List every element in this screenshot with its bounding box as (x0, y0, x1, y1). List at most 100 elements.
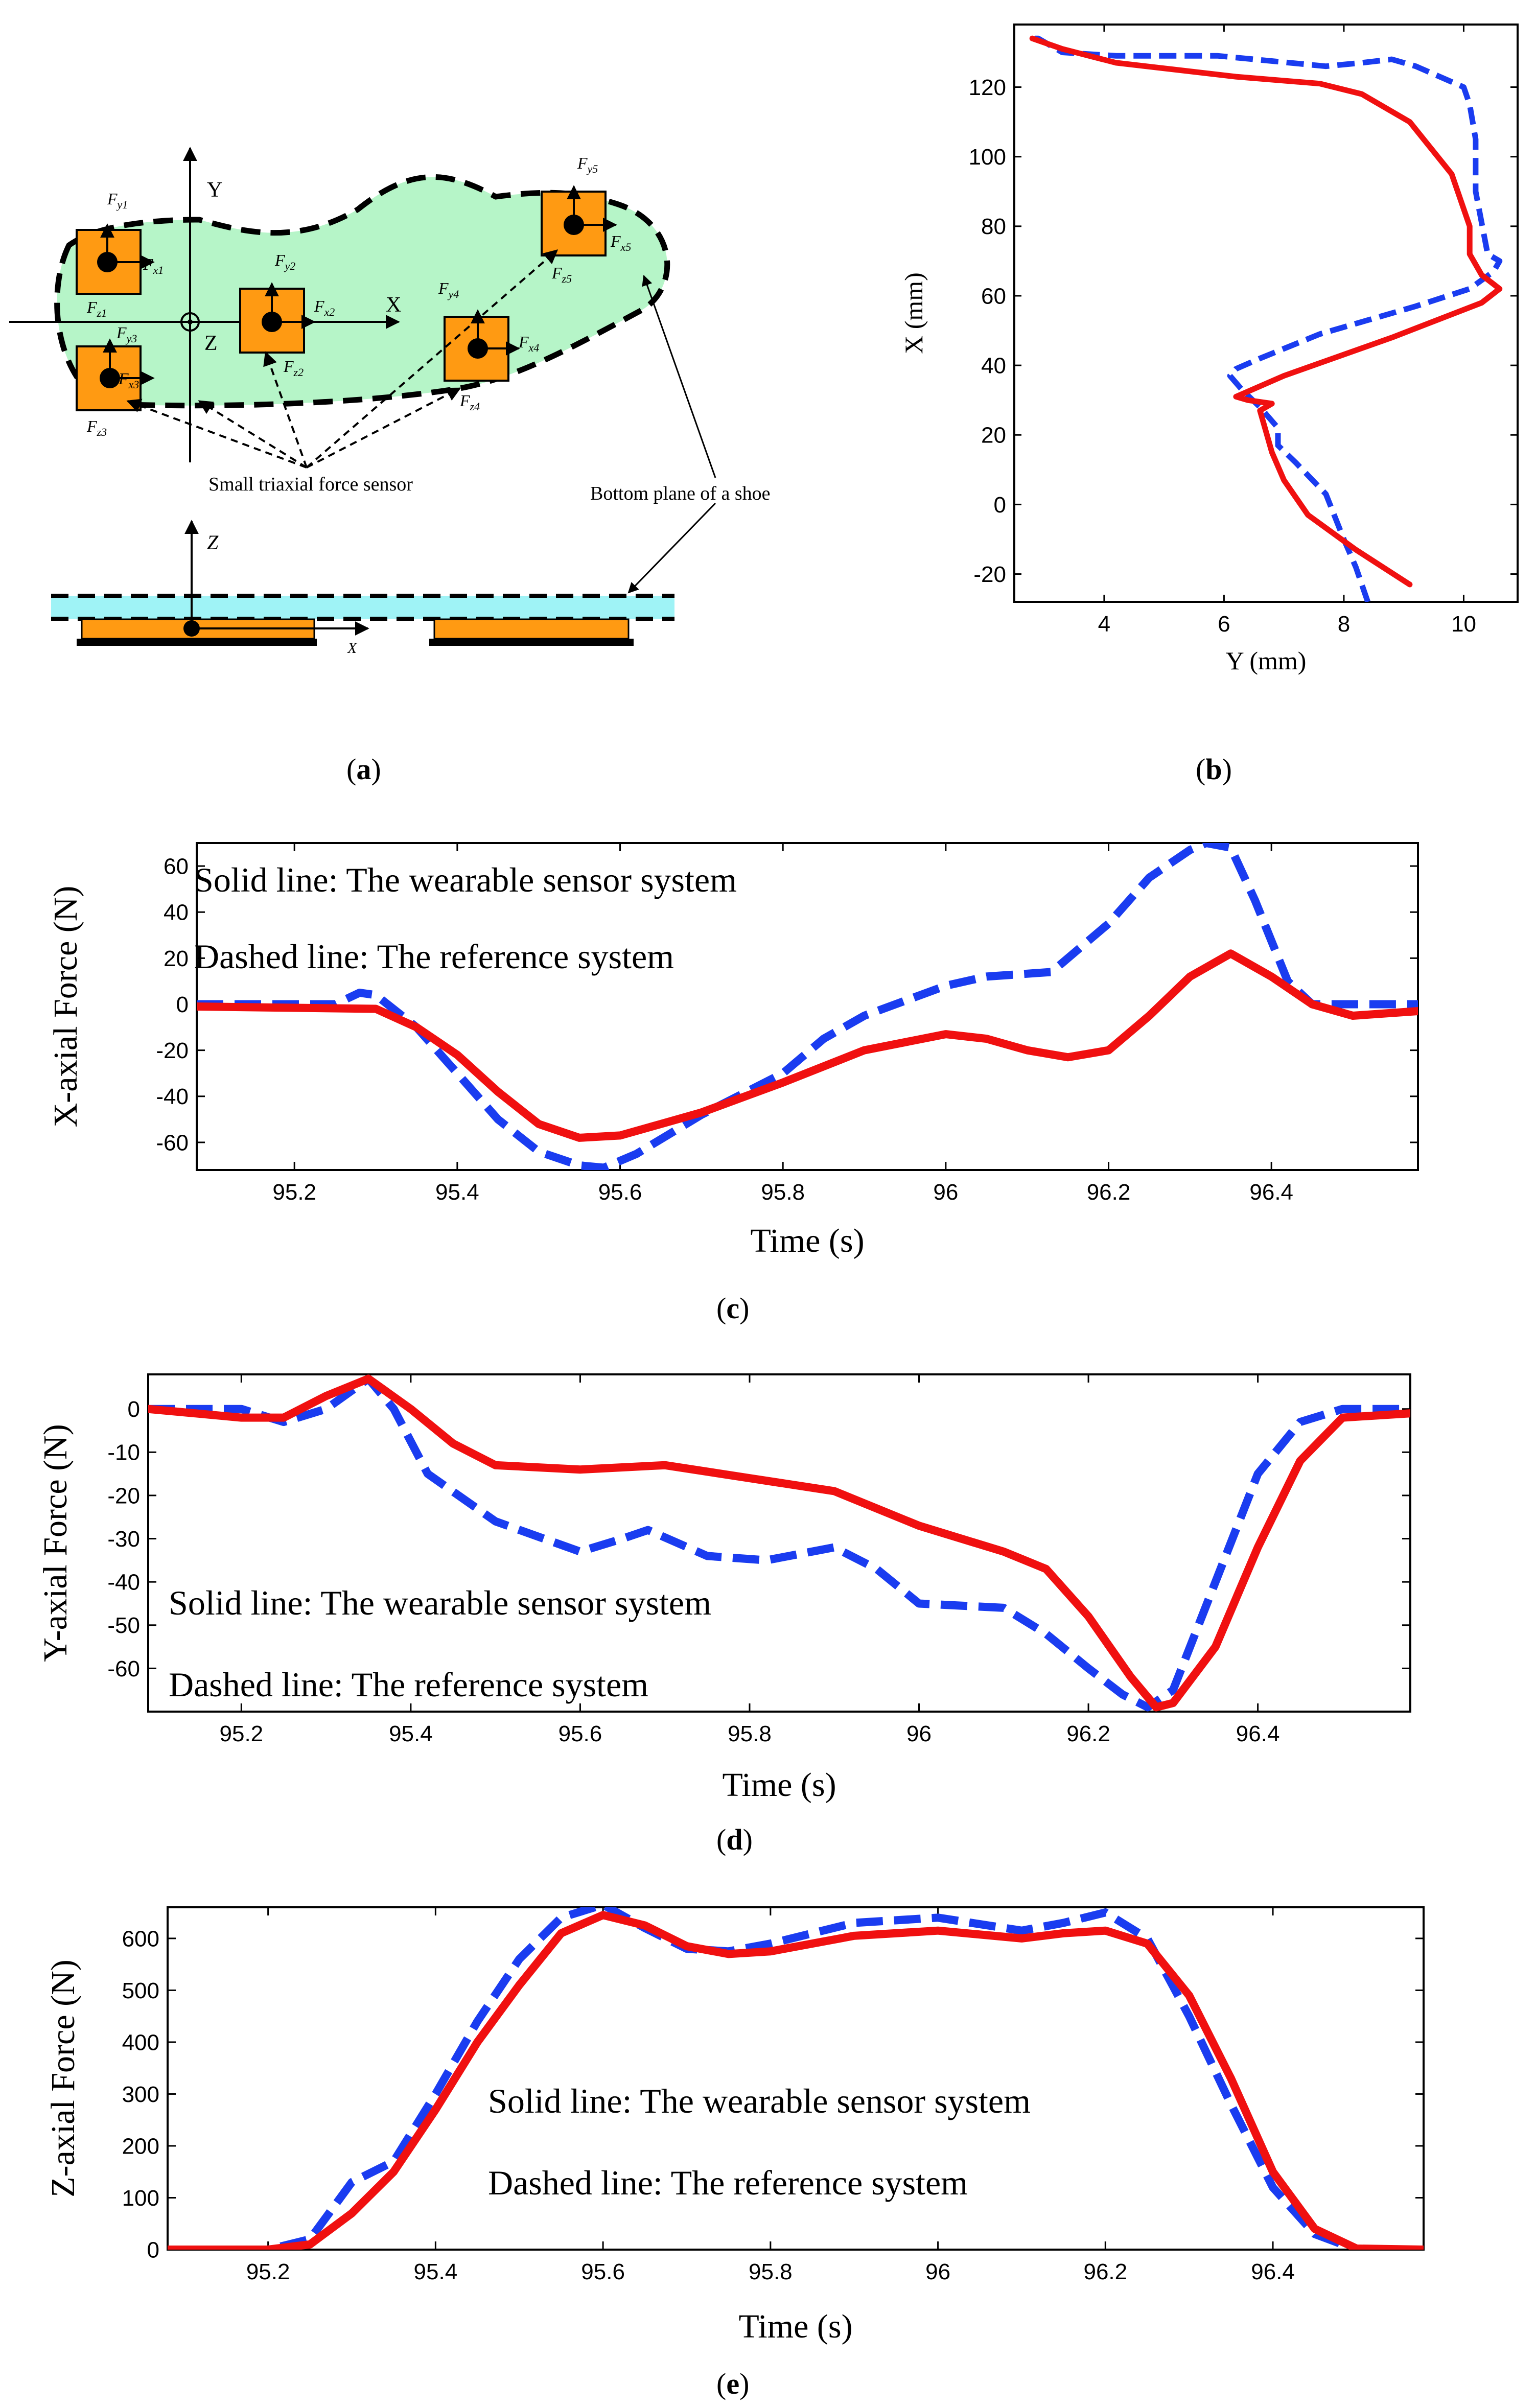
chart-b-trajectory: 4 6 8 10 -20 0 20 40 60 80 100 120 Y (mm) X (mm) (899, 24, 1519, 675)
series-line-reference (197, 843, 1418, 1170)
panel-label-e: e (726, 2367, 739, 2400)
y-tick-label: 40 (981, 354, 1006, 379)
axis-x-label: X (386, 293, 401, 317)
series-line-reference (148, 1374, 1410, 1712)
svg-text:(d): (d) (716, 1823, 753, 1856)
x-tick-label: 95.6 (558, 1721, 602, 1746)
x-tick-label: 95.6 (598, 1180, 642, 1205)
fy-sub: y4 (448, 288, 459, 300)
svg-text:Fy1: Fy1 (107, 190, 128, 211)
x-axis-title: Time (s) (722, 1766, 836, 1804)
series-line-wearable (148, 1374, 1410, 1712)
panel-a-diagram: Y X Z Fy1 Fx1 Fz1 Fy2 Fx2 Fz2 Fy3 (9, 147, 770, 657)
fx-label: F (518, 333, 529, 351)
x-axis-title: Y (mm) (1226, 646, 1307, 675)
x-tick-label: 96.2 (1083, 2259, 1127, 2284)
y-axis-title: X-axial Force (N) (47, 886, 84, 1128)
callout-line-2 (198, 400, 308, 469)
fx-label: F (118, 369, 129, 388)
x-tick-label: 8 (1338, 612, 1350, 637)
y-tick-label: -50 (107, 1613, 140, 1638)
y-tick-label: 200 (122, 2134, 159, 2159)
sensor-4: Fy4 Fx4 Fz4 (438, 279, 539, 413)
fx-sub: x3 (128, 378, 139, 391)
fy-label: F (577, 154, 588, 172)
x-tick-label: 10 (1451, 612, 1476, 637)
fy-label: F (116, 323, 127, 342)
fz-label: F (86, 417, 97, 435)
x-axis-title: Time (s) (738, 2308, 852, 2345)
sensor-side-2 (433, 618, 630, 640)
x-tick-label: 95.2 (246, 2259, 290, 2284)
y-tick-label: 100 (122, 2186, 159, 2211)
fz-label: F (283, 357, 294, 376)
annotation-dashed-line: Dashed line: The reference system (169, 1665, 648, 1704)
svg-text:Fz5: Fz5 (551, 264, 572, 285)
y-tick-label: -20 (973, 562, 1006, 587)
x-tick-label: 95.4 (389, 1721, 433, 1746)
sensor-side-base-2 (429, 639, 634, 646)
x-tick-label: 95.8 (749, 2259, 793, 2284)
x-tick-label: 96.4 (1236, 1721, 1280, 1746)
y-tick-label: 600 (122, 1926, 159, 1951)
callout-line-1 (126, 399, 307, 469)
x-tick-label: 96.2 (1087, 1180, 1131, 1205)
fz-label: F (551, 264, 562, 282)
y-tick-label: -20 (156, 1038, 189, 1063)
y-tick-label: 60 (981, 284, 1006, 309)
series-line-wearable (1029, 35, 1503, 588)
svg-text:Fx4: Fx4 (518, 333, 539, 354)
sensor-callout-lines (126, 249, 558, 469)
y-tick-label: -60 (107, 1656, 140, 1681)
fx-sub: x2 (324, 306, 335, 318)
sensor-5: Fy5 Fx5 Fz5 (541, 154, 632, 285)
origin-dot (188, 319, 193, 324)
svg-text:Fy2: Fy2 (274, 251, 295, 272)
y-tick-label: -20 (107, 1483, 140, 1508)
y-axis-title: Z-axial Force (N) (44, 1959, 82, 2197)
y-tick-label: -30 (107, 1527, 140, 1552)
shoe-plane (51, 596, 674, 619)
fz-label: F (459, 391, 470, 410)
fz-sub: z3 (97, 426, 107, 438)
y-axis-title: X (mm) (899, 272, 928, 354)
svg-text:Fy4: Fy4 (438, 279, 459, 300)
svg-text:Fz1: Fz1 (86, 298, 107, 319)
fy-sub: y5 (587, 162, 598, 175)
annotation-dashed-line: Dashed line: The reference system (488, 2163, 968, 2202)
x-tick-label: 96 (933, 1180, 958, 1205)
sensor-1: Fy1 Fx1 Fz1 (76, 190, 164, 319)
caption-sensor: Small triaxial force sensor (208, 474, 413, 495)
y-tick-label: -40 (156, 1084, 189, 1109)
y-tick-label: 0 (128, 1397, 140, 1422)
fy-label: F (438, 279, 449, 297)
x-tick-label: 95.2 (220, 1721, 264, 1746)
fx-sub: x5 (620, 241, 632, 253)
sensor-2: Fy2 Fx2 Fz2 (239, 251, 335, 379)
y-tick-label: 0 (176, 992, 189, 1017)
y-tick-label: 20 (981, 423, 1006, 448)
fy-label: F (107, 190, 118, 208)
x-tick-label: 95.4 (414, 2259, 458, 2284)
svg-text:(a): (a) (346, 753, 381, 786)
fx-sub: x4 (528, 341, 540, 354)
x-tick-label: 95.4 (435, 1180, 479, 1205)
y-tick-label: 0 (147, 2237, 159, 2262)
fz-label: F (86, 298, 97, 316)
panel-label-b: b (1205, 753, 1222, 786)
x-tick-label: 96.4 (1251, 2259, 1295, 2284)
fy-sub: y2 (284, 260, 296, 272)
svg-text:(b): (b) (1196, 753, 1232, 786)
x-tick-label: 6 (1218, 612, 1230, 637)
y-tick-label: 0 (994, 493, 1006, 518)
series-line-reference (1032, 35, 1503, 602)
x-tick-label: 96.2 (1066, 1721, 1110, 1746)
chart-d-y-force: 95.2 95.4 95.6 95.8 96 96.2 96.4 -60 -50 -40 -30 -2… (37, 1373, 1411, 1804)
series-line-wearable (168, 1911, 1424, 2250)
shoe-pointer-b (627, 502, 716, 594)
y-tick-label: -10 (107, 1440, 140, 1465)
origin-marker (180, 312, 200, 332)
y-tick-label: 40 (164, 900, 189, 925)
caption-shoe: Bottom plane of a shoe (590, 483, 770, 504)
